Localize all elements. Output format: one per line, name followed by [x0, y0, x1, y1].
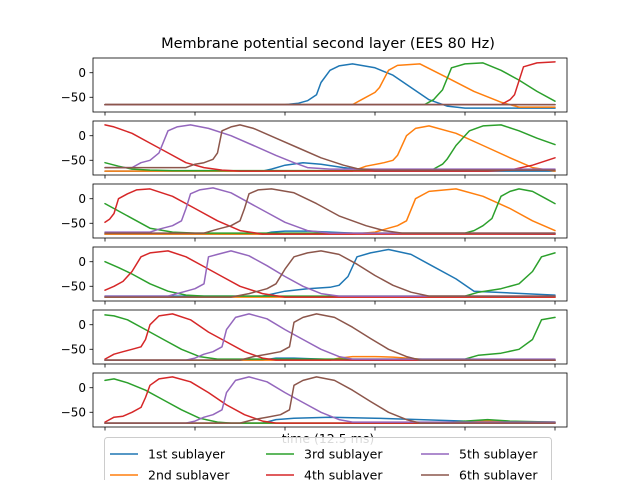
series-line-3rd-sublayer	[104, 62, 556, 106]
legend-frame	[104, 437, 552, 480]
series-line-5th-sublayer	[104, 376, 556, 424]
series-line-1st-sublayer	[104, 248, 556, 297]
legend-item: 4th sublayer	[266, 468, 383, 480]
series-line-5th-sublayer	[104, 187, 556, 234]
y-tick-label: −50	[61, 343, 86, 357]
series-line-6th-sublayer	[104, 250, 556, 298]
subplot-series	[104, 313, 556, 361]
series-line-3rd-sublayer	[104, 188, 556, 234]
subplot-4: 0 −50	[61, 246, 568, 305]
legend-item: 3rd sublayer	[266, 447, 383, 462]
legend-item: 2nd sublayer	[110, 468, 230, 480]
series-line-2nd-sublayer	[104, 125, 556, 172]
y-tick-label: −50	[61, 91, 86, 105]
series-line-5th-sublayer	[104, 250, 556, 297]
subplot-series	[104, 248, 556, 298]
series-line-5th-sublayer	[104, 124, 556, 170]
subplot-1: 0 −50	[61, 57, 568, 116]
y-tick-label: 0	[78, 318, 86, 332]
y-tick-label: 0	[78, 66, 86, 80]
legend-label: 5th sublayer	[459, 447, 538, 462]
series-line-6th-sublayer	[104, 188, 556, 234]
legend-label: 1st sublayer	[148, 447, 226, 462]
series-line-1st-sublayer	[104, 63, 556, 109]
legend-item: 5th sublayer	[421, 447, 538, 462]
series-line-4th-sublayer	[104, 188, 556, 235]
subplot-series	[104, 124, 556, 172]
y-tick-label: 0	[78, 192, 86, 206]
legend-label: 4th sublayer	[304, 468, 383, 480]
legend-label: 3rd sublayer	[304, 447, 383, 462]
y-tick-label: −50	[61, 154, 86, 168]
legend-label: 2nd sublayer	[148, 468, 230, 480]
subplot-frame	[92, 372, 568, 428]
series-line-6th-sublayer	[104, 313, 556, 361]
series-line-6th-sublayer	[104, 124, 556, 171]
series-line-4th-sublayer	[104, 250, 556, 298]
y-tick-label: 0	[78, 381, 86, 395]
series-line-3rd-sublayer	[104, 378, 556, 424]
series-line-2nd-sublayer	[104, 63, 556, 108]
subplot-series	[104, 376, 556, 424]
y-tick-label: 0	[78, 255, 86, 269]
subplot-series	[104, 187, 556, 235]
subplot-series	[104, 61, 556, 109]
y-tick-label: −50	[61, 406, 86, 420]
subplot-6: 0 −50	[61, 372, 568, 431]
subplot-frame	[92, 246, 568, 302]
subplot-2: 0 −50	[61, 120, 568, 179]
subplot-frame	[92, 57, 568, 113]
subplot-3: 0 −50	[61, 183, 568, 242]
chart-legend: 1st sublayer 2nd sublayer 3rd sublayer 4th …	[104, 437, 552, 480]
series-line-3rd-sublayer	[104, 314, 556, 360]
y-tick-label: −50	[61, 217, 86, 231]
subplot-frame	[92, 309, 568, 365]
legend-item: 6th sublayer	[421, 468, 538, 480]
subplot-frame	[92, 120, 568, 176]
subplot-panels: 0 −50 0 −50 0 −50 0 −50 0 −50 0 −50	[61, 57, 568, 431]
chart-title: Membrane potential second layer (EES 80 …	[161, 36, 495, 52]
legend-item: 1st sublayer	[110, 447, 226, 462]
series-line-4th-sublayer	[104, 313, 556, 361]
legend-label: 6th sublayer	[459, 468, 538, 480]
series-line-6th-sublayer	[104, 376, 556, 424]
series-line-4th-sublayer	[104, 376, 556, 424]
y-tick-label: 0	[78, 129, 86, 143]
subplot-5: 0 −50	[61, 309, 568, 368]
series-line-5th-sublayer	[104, 313, 556, 361]
series-line-2nd-sublayer	[104, 188, 556, 235]
y-tick-label: −50	[61, 280, 86, 294]
series-line-3rd-sublayer	[104, 124, 556, 172]
subplot-frame	[92, 183, 568, 239]
